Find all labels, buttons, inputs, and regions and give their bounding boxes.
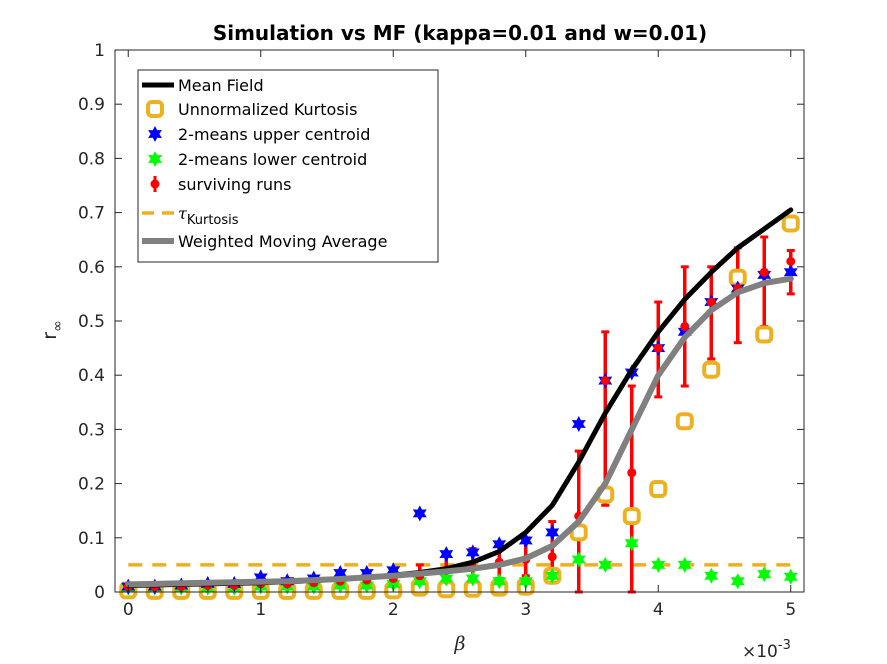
- legend-label: 2-means upper centroid: [178, 125, 370, 144]
- upper-centroid-marker: [359, 565, 374, 581]
- y-tick-label: 0.9: [78, 95, 105, 115]
- legend-label: Weighted Moving Average: [178, 232, 387, 251]
- y-tick-label: 0.8: [78, 149, 105, 169]
- upper-centroid-marker: [253, 569, 268, 586]
- axis-ticks: 0 1 2 3 4 5 0 0.1 0.2 0.3 0.4 0.5 0.6 0.7 0.8 0.9 1: [78, 41, 804, 620]
- legend-label: Unnormalized Kurtosis: [178, 100, 357, 119]
- lower-centroid-marker: [730, 573, 745, 590]
- legend-label: τKurtosis: [178, 204, 239, 228]
- surviving-runs-marker: [786, 256, 796, 266]
- lower-centroid-marker: [492, 573, 507, 590]
- upper-centroid-marker: [465, 544, 480, 561]
- lower-centroid-marker: [757, 566, 772, 583]
- kurtosis-marker: [622, 507, 641, 526]
- upper-centroid-marker: [492, 536, 507, 553]
- y-tick-label: 0: [94, 583, 105, 603]
- upper-centroid-marker: [412, 505, 427, 522]
- legend-label: surviving runs: [178, 175, 291, 194]
- kurtosis-marker: [781, 214, 800, 233]
- x-tick-label: 1: [255, 600, 266, 620]
- y-axis-label-group: r∞: [39, 320, 66, 339]
- lower-centroid-marker: [704, 567, 719, 584]
- legend-label: Mean Field: [178, 76, 264, 95]
- surviving-runs-marker: [627, 468, 637, 478]
- surviving-runs-marker: [653, 343, 663, 353]
- legend-swatch: [148, 151, 162, 167]
- x-tick-label: 0: [123, 600, 134, 620]
- x-tick-label: 2: [388, 600, 399, 620]
- lower-centroid-marker: [624, 535, 639, 552]
- lower-centroid-marker: [518, 573, 533, 590]
- upper-centroid-marker: [386, 562, 401, 579]
- lower-centroid-marker: [359, 577, 374, 594]
- weighted-moving-average-line: [125, 275, 794, 588]
- lower-centroid-marker: [439, 570, 454, 587]
- legend-swatch: [146, 100, 164, 118]
- x-axis-label: β: [454, 633, 466, 655]
- upper-centroid-marker: [518, 532, 533, 549]
- y-axis-label-subscript: ∞: [50, 320, 66, 332]
- upper-centroid-marker: [333, 565, 348, 581]
- lower-centroid-marker: [571, 551, 586, 568]
- y-tick-label: 0.4: [78, 366, 105, 386]
- surviving-runs-marker: [706, 297, 716, 307]
- y-tick-label: 0.3: [78, 420, 105, 440]
- lower-centroid-marker: [783, 568, 798, 585]
- upper-centroid-marker: [783, 264, 798, 281]
- legend-label: 2-means lower centroid: [178, 150, 367, 169]
- legend-box: [137, 69, 439, 263]
- surviving-runs-marker: [759, 267, 769, 277]
- y-tick-label: 0.1: [78, 529, 105, 549]
- lower-centroid-marker: [545, 567, 560, 584]
- kurtosis-marker: [755, 325, 774, 344]
- y-tick-label: 0.2: [78, 475, 105, 495]
- surviving-runs-marker: [680, 321, 690, 331]
- kurtosis-marker: [649, 480, 668, 499]
- lower-centroid-marker: [412, 573, 427, 590]
- upper-centroid-marker: [545, 524, 560, 541]
- kurtosis-marker: [702, 360, 721, 379]
- y-tick-label: 0.6: [78, 258, 105, 278]
- surviving-runs-marker: [600, 376, 610, 386]
- lower-centroid-marker: [651, 556, 666, 573]
- plot-marks: [119, 207, 800, 600]
- x-tick-label: 4: [653, 600, 664, 620]
- x-tick-label: 5: [785, 600, 796, 620]
- x-axis-exponent: ×10-3: [742, 638, 791, 662]
- y-tick-label: 0.5: [78, 312, 105, 332]
- svg-text:r∞: r∞: [39, 320, 66, 339]
- lower-centroid-marker: [677, 556, 692, 573]
- upper-centroid-marker: [571, 416, 586, 432]
- y-tick-label: 0.7: [78, 204, 105, 224]
- x-tick-label: 3: [520, 600, 531, 620]
- y-axis-label: r: [39, 332, 61, 340]
- lower-centroid-marker: [465, 570, 480, 587]
- lower-centroid-marker: [386, 575, 401, 592]
- upper-centroid-marker: [439, 546, 454, 563]
- legend: Mean Field Unnormalized Kurtosis 2-means u…: [137, 69, 439, 263]
- surviving-runs-marker: [547, 552, 557, 562]
- chart-title: Simulation vs MF (kappa=0.01 and w=0.01): [213, 21, 707, 45]
- kurtosis-marker: [675, 412, 694, 431]
- upper-centroid-marker: [677, 323, 692, 340]
- y-tick-label: 1: [94, 41, 105, 61]
- legend-swatch: [148, 126, 162, 142]
- legend-swatch: [150, 179, 160, 189]
- lower-centroid-marker: [598, 556, 613, 573]
